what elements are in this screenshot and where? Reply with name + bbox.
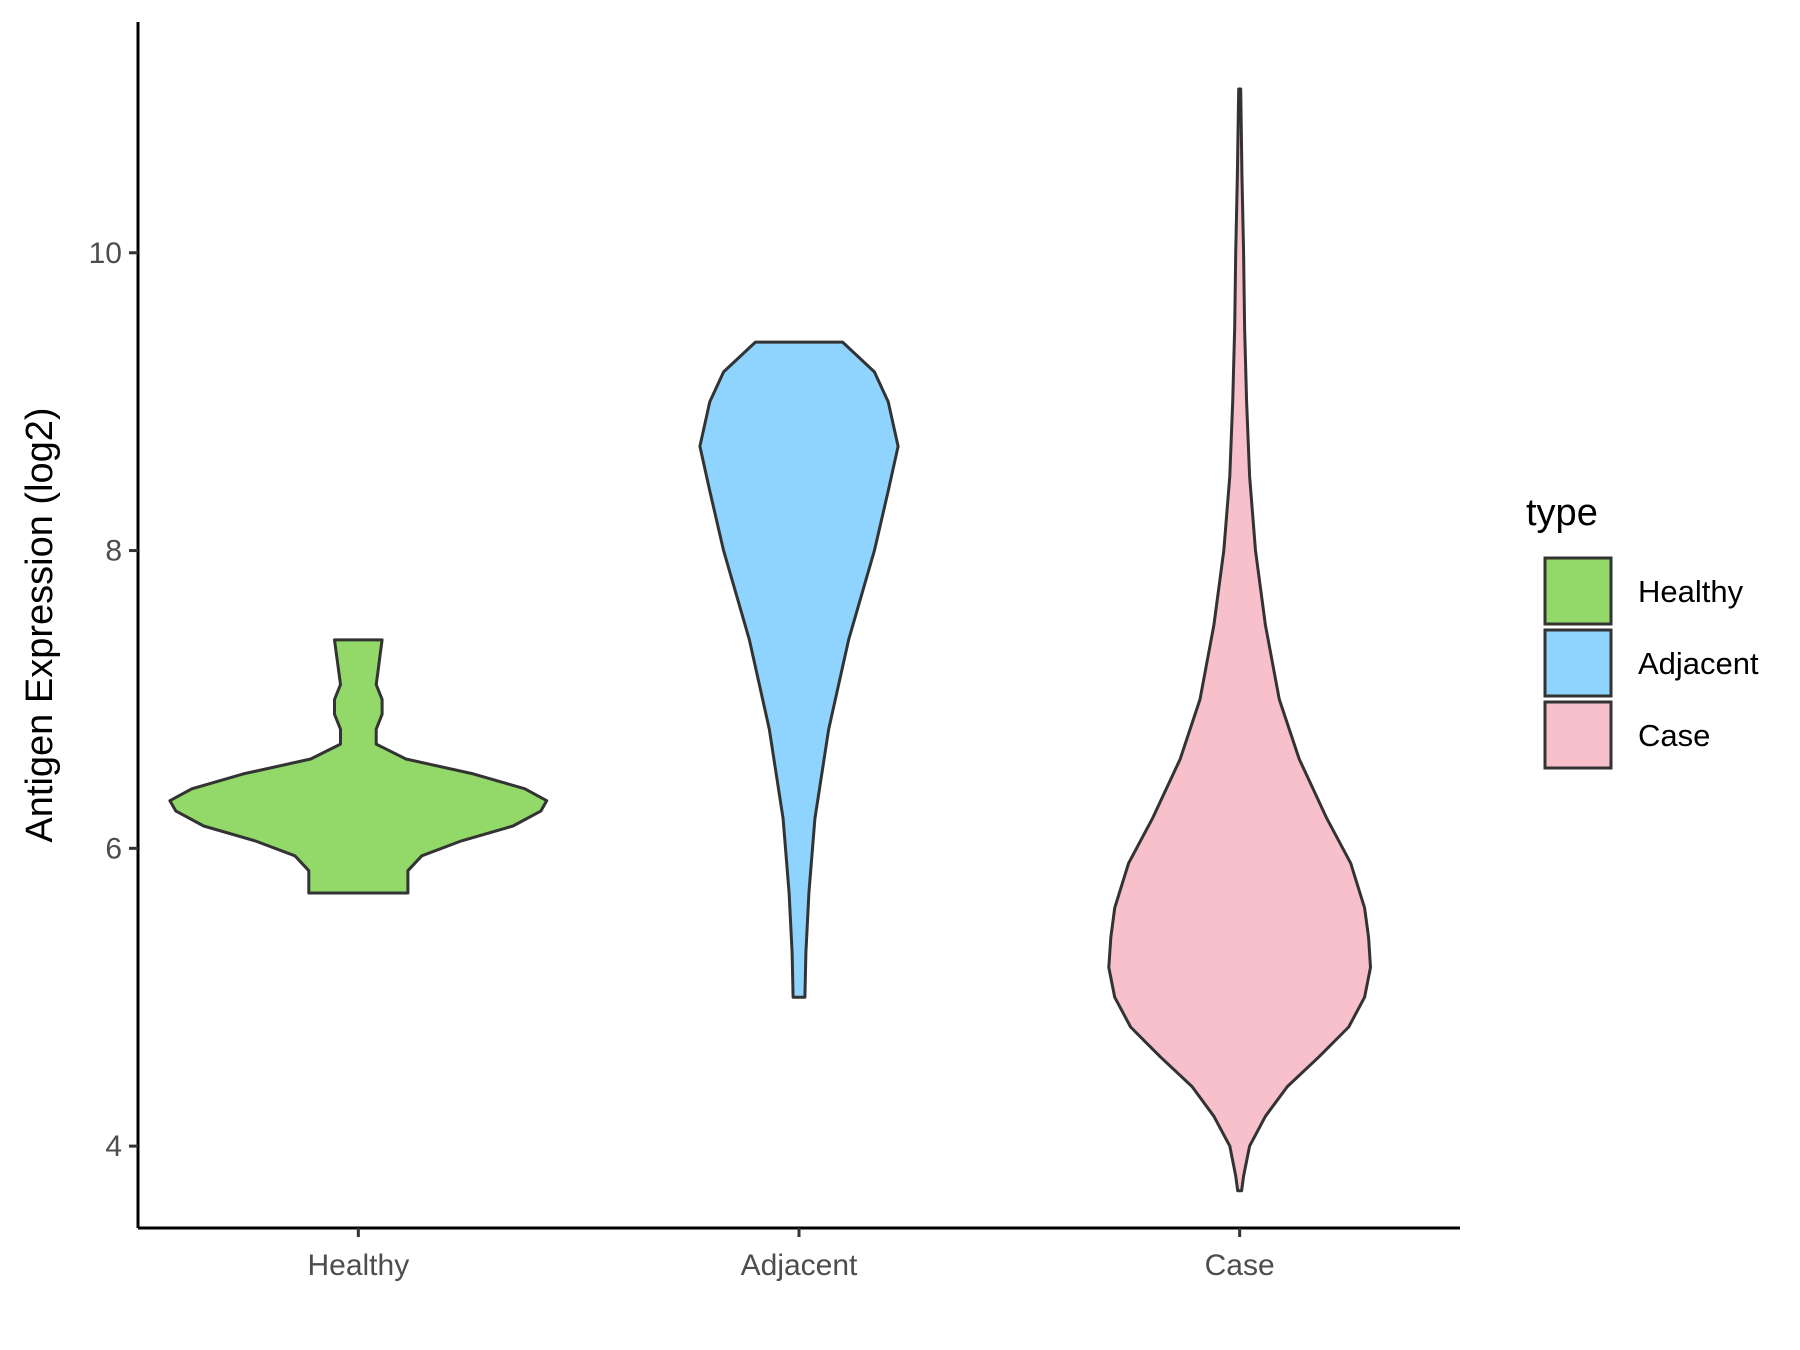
violin-group [168,87,1372,1193]
legend-label-adjacent: Adjacent [1638,646,1759,681]
legend-swatch-healthy [1543,556,1613,626]
y-tick-label: 4 [105,1130,122,1163]
legend-swatch-case [1543,700,1613,770]
legend: type Healthy Adjacent Case [1526,492,1759,770]
y-tick-label: 10 [89,237,122,270]
x-tick-label: Case [1205,1249,1275,1282]
x-tick-label: Healthy [307,1249,409,1282]
violin-healthy [168,638,549,895]
x-ticks: Healthy Adjacent Case [307,1228,1275,1282]
legend-label-case: Case [1638,718,1710,753]
x-tick-label: Adjacent [741,1249,858,1282]
y-axis-title: Antigen Expression (log2) [19,407,61,842]
y-ticks: 4 6 8 10 [89,237,138,1163]
legend-title: type [1526,492,1598,534]
y-tick-label: 8 [105,535,122,568]
violin-case [1107,87,1372,1193]
y-tick-label: 6 [105,832,122,865]
axes: 4 6 8 10 Healthy Adjacent Case [89,22,1460,1282]
violin-adjacent [698,340,900,999]
legend-label-healthy: Healthy [1638,574,1744,609]
legend-swatch-adjacent [1543,628,1613,698]
